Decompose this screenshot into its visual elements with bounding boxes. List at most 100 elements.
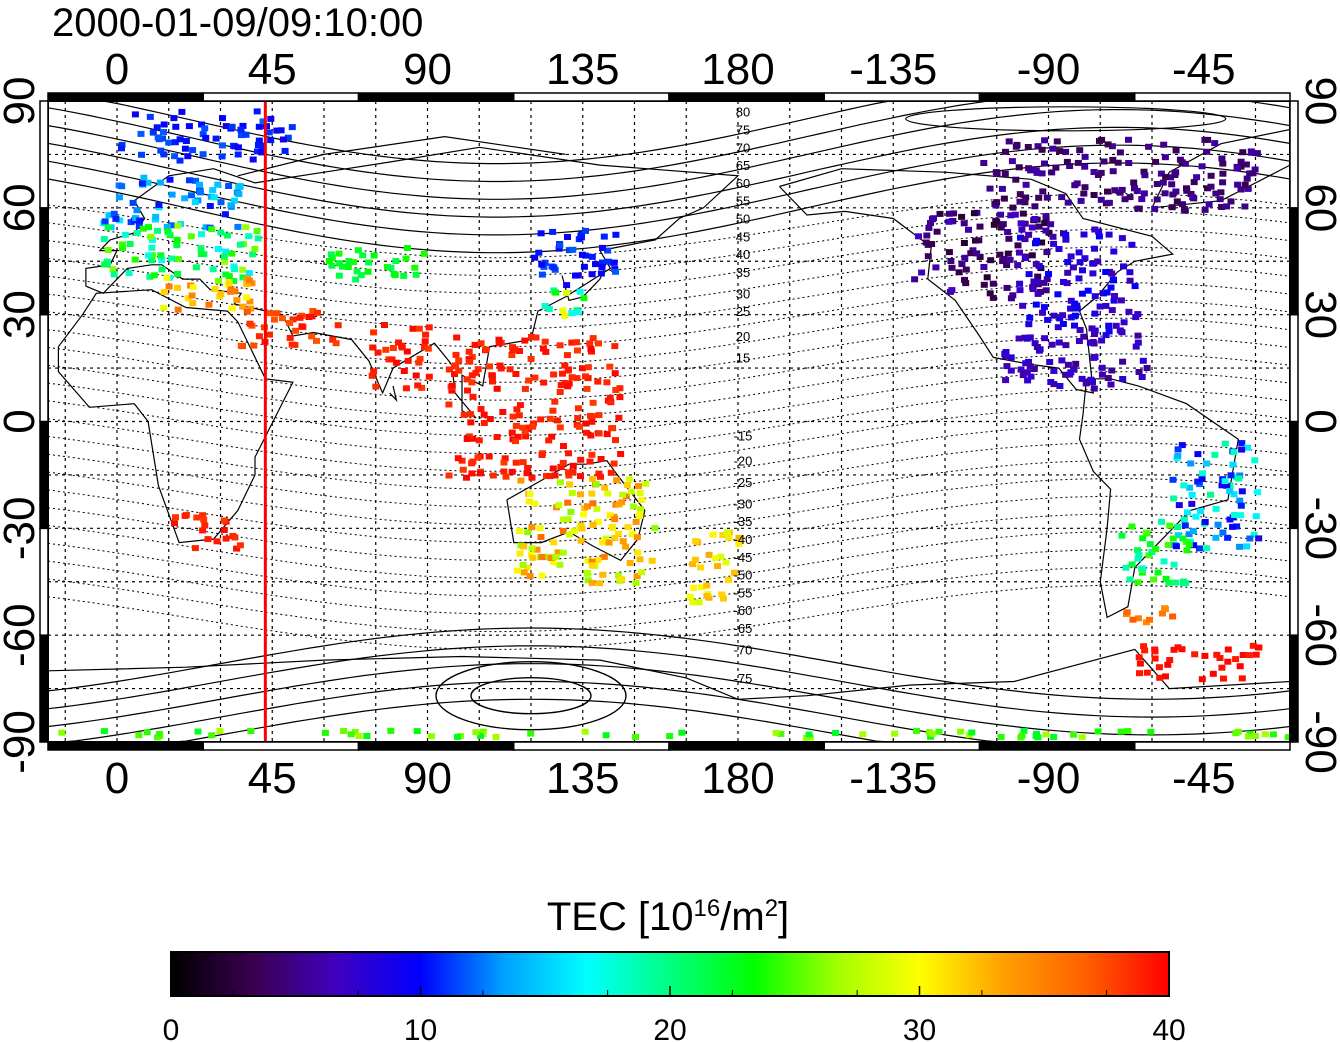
tec-cell: [233, 297, 241, 303]
tec-cell: [602, 535, 610, 542]
tec-cell: [1128, 523, 1136, 530]
tec-cell: [520, 543, 528, 550]
tec-cell: [112, 215, 120, 222]
tec-cell: [589, 521, 597, 528]
tec-cell: [445, 366, 453, 373]
tec-cell: [541, 338, 549, 345]
tec-cell: [237, 342, 245, 349]
tec-cell: [139, 225, 147, 232]
tec-cell: [1237, 158, 1245, 165]
tec-cell: [584, 570, 592, 576]
tec-cell: [157, 147, 165, 154]
tec-cell: [1261, 731, 1269, 738]
tec-cell: [1128, 241, 1136, 248]
tec-cell: [1134, 205, 1142, 212]
tec-cell: [1254, 489, 1262, 496]
tec-cell: [777, 730, 785, 737]
contour-labels: 80 75 70 65 60 55 50 45 40 35 30 25 20 15 -15 -20 -25 -30…: [734, 105, 753, 686]
tec-cell: [1198, 676, 1206, 683]
tec-cell: [121, 231, 129, 238]
tec-cell: [1245, 652, 1253, 659]
frame-bar: [823, 741, 981, 751]
tec-cell: [228, 123, 236, 130]
tec-cell: [689, 561, 697, 568]
tec-cell: [1005, 235, 1013, 242]
tec-cell: [547, 555, 555, 561]
contour-label: -45: [734, 550, 753, 565]
tec-cell: [1095, 233, 1103, 240]
tec-cell: [559, 307, 567, 314]
tec-cell: [569, 246, 577, 253]
tec-cell: [1126, 576, 1134, 583]
tec-cell: [608, 523, 616, 530]
tec-cell: [166, 232, 174, 239]
tec-cell: [209, 266, 217, 273]
tec-cell: [279, 136, 287, 143]
y-tick-label-right: -60: [1296, 603, 1340, 667]
tec-cell: [618, 576, 626, 583]
tec-cell: [576, 288, 584, 295]
tec-cell: [412, 372, 420, 379]
tec-cell: [148, 244, 156, 251]
tec-cell: [187, 233, 195, 240]
tec-cell: [570, 528, 578, 535]
tec-cell: [404, 245, 411, 251]
tec-cell: [1090, 192, 1098, 198]
tec-cell: [1145, 552, 1153, 559]
tec-cell: [531, 374, 539, 381]
tec-cell: [1007, 367, 1015, 374]
magnetic-contours: [48, 101, 1290, 742]
tec-cell: [451, 371, 458, 377]
tec-cell: [961, 276, 968, 283]
tec-cell: [403, 348, 411, 355]
tec-cell: [1141, 647, 1149, 654]
tec-cell: [805, 731, 813, 738]
tec-cell: [1169, 191, 1177, 198]
tec-cell: [569, 469, 577, 476]
tec-cell: [970, 210, 978, 217]
tec-cell: [1075, 275, 1083, 282]
tec-cell: [493, 385, 501, 392]
tec-cell: [980, 160, 988, 166]
tec-cell: [153, 734, 161, 741]
tec-cell: [1138, 374, 1146, 380]
tec-cell: [1187, 191, 1195, 197]
x-tick-label-top: -135: [849, 45, 937, 94]
coastline: [48, 648, 1290, 700]
tec-cell: [928, 730, 936, 737]
tec-cell: [948, 264, 956, 271]
tec-cell: [1118, 235, 1126, 242]
tec-cell: [1151, 205, 1159, 212]
tec-cell: [344, 264, 352, 270]
tec-cell: [626, 560, 634, 566]
tec-cell: [950, 210, 958, 217]
tec-cell: [174, 256, 182, 263]
tec-cell: [1039, 309, 1046, 316]
y-tick-label-right: 30: [1296, 290, 1340, 339]
tec-cell: [1203, 148, 1211, 155]
tec-cell: [143, 729, 151, 736]
contour-label: 65: [736, 158, 750, 173]
tec-cell: [1078, 734, 1086, 741]
tec-cell: [131, 256, 139, 263]
tec-cell: [968, 729, 976, 736]
tec-cell: [125, 270, 133, 277]
tec-cell: [1140, 643, 1148, 650]
tec-cell: [1004, 229, 1012, 235]
tec-cell: [476, 470, 484, 477]
tec-cell: [452, 362, 460, 369]
tec-cell: [1047, 221, 1055, 228]
tec-cell: [593, 505, 601, 512]
tec-cell: [463, 376, 471, 383]
tec-cell: [565, 450, 572, 457]
tec-cell: [599, 259, 606, 266]
tec-cell: [1132, 343, 1140, 350]
tec-cell: [1243, 175, 1251, 182]
tec-cell: [453, 334, 461, 341]
tec-cell: [152, 213, 160, 220]
tec-cell: [455, 357, 463, 364]
tec-cell: [472, 369, 480, 376]
tec-cell: [474, 366, 482, 373]
tec-cell: [413, 728, 421, 735]
tec-cell: [568, 339, 576, 346]
